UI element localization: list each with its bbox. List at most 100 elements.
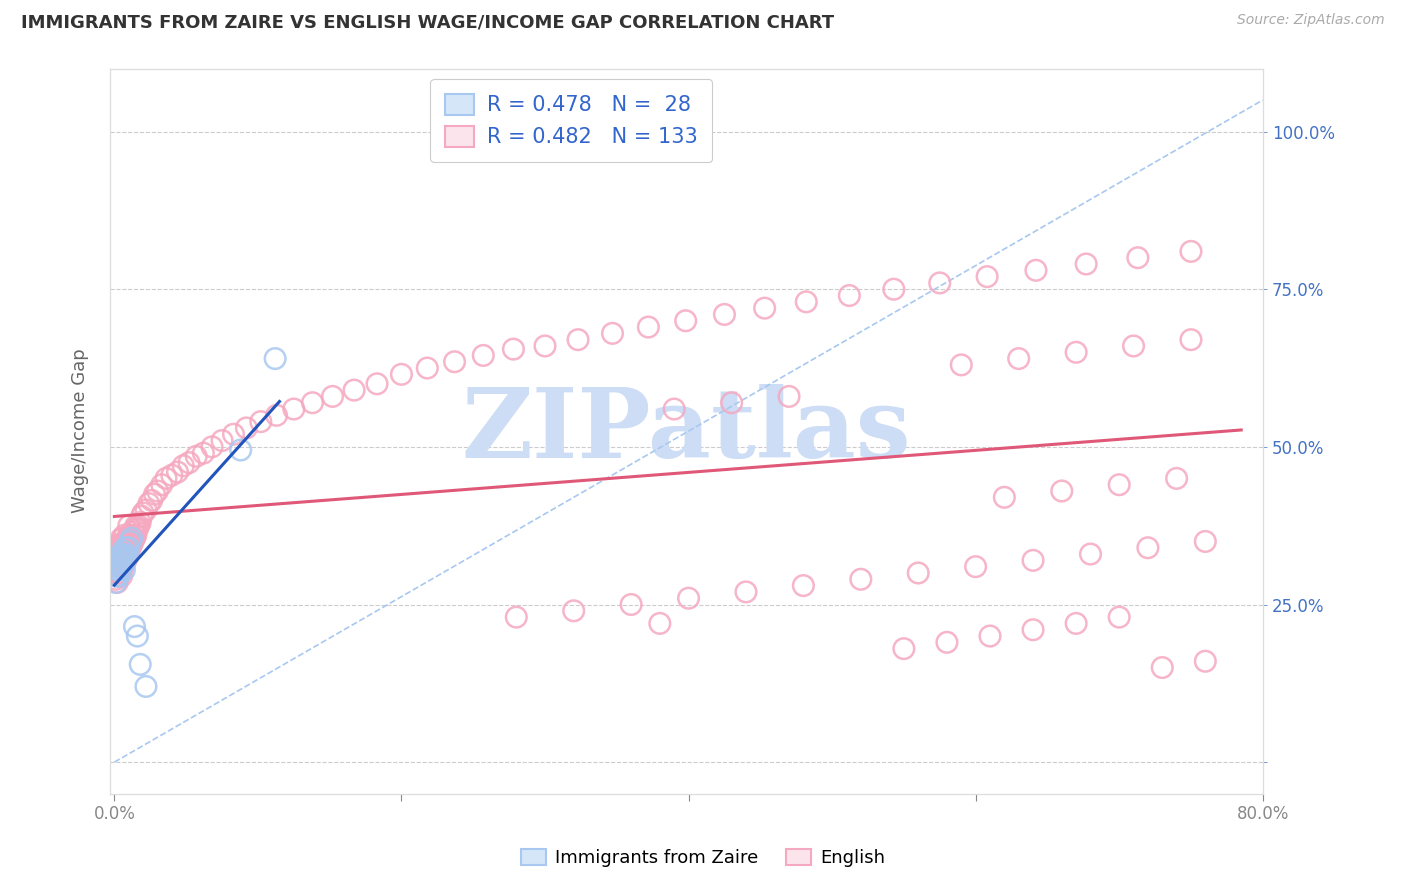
Point (735, 585, 758, 599)
Point (229, 443, 252, 458)
Point (1180, 333, 1202, 347)
Point (110, 541, 132, 555)
Point (115, 534, 138, 549)
Point (222, 427, 245, 442)
Point (118, 538, 141, 552)
Point (129, 516, 152, 530)
Point (111, 550, 134, 565)
Point (264, 351, 287, 366)
Point (118, 541, 141, 555)
Point (125, 528, 148, 542)
Point (1080, 547, 1102, 561)
Point (150, 477, 173, 491)
Point (472, 348, 495, 362)
Point (1064, 616, 1087, 631)
Point (678, 591, 700, 606)
Point (108, 566, 131, 580)
Point (120, 541, 142, 555)
Point (792, 578, 814, 592)
Point (143, 487, 166, 501)
Point (124, 531, 146, 545)
Point (108, 553, 131, 567)
Point (120, 531, 142, 545)
Point (1022, 623, 1045, 637)
Point (562, 604, 585, 618)
Point (620, 598, 643, 612)
Point (1050, 483, 1073, 498)
Point (117, 531, 139, 545)
Point (166, 465, 188, 479)
Point (105, 557, 128, 571)
Point (110, 531, 132, 545)
Point (1076, 257, 1098, 271)
Point (1108, 477, 1130, 491)
Point (648, 616, 671, 631)
Point (124, 619, 146, 633)
Point (416, 361, 439, 376)
Point (391, 368, 413, 382)
Point (131, 509, 153, 524)
Point (1126, 251, 1149, 265)
Point (567, 333, 589, 347)
Point (107, 559, 129, 574)
Point (211, 434, 233, 448)
Point (121, 531, 143, 545)
Point (115, 553, 138, 567)
Point (505, 610, 527, 624)
Point (118, 528, 141, 542)
Point (249, 415, 271, 429)
Point (754, 301, 776, 315)
Point (141, 493, 163, 508)
Point (121, 528, 143, 542)
Point (965, 559, 987, 574)
Point (146, 483, 169, 498)
Point (993, 491, 1015, 505)
Point (111, 557, 134, 571)
Text: IMMIGRANTS FROM ZAIRE VS ENGLISH WAGE/INCOME GAP CORRELATION CHART: IMMIGRANTS FROM ZAIRE VS ENGLISH WAGE/IN… (21, 13, 834, 31)
Point (266, 409, 288, 423)
Point (127, 522, 149, 536)
Point (193, 446, 215, 460)
Point (115, 544, 138, 558)
Point (950, 358, 973, 372)
Point (366, 376, 388, 391)
Point (107, 553, 129, 567)
Point (108, 557, 131, 571)
Point (1008, 351, 1031, 366)
Point (135, 503, 157, 517)
Point (127, 629, 149, 643)
Point (138, 497, 160, 511)
Point (1180, 244, 1202, 259)
Point (883, 282, 905, 296)
Point (112, 553, 135, 567)
Point (117, 549, 139, 563)
Point (112, 557, 135, 571)
Point (105, 557, 128, 571)
Point (602, 326, 624, 341)
Legend: R = 0.478   N =  28, R = 0.482   N = 133: R = 0.478 N = 28, R = 0.482 N = 133 (430, 78, 711, 162)
Point (115, 550, 138, 565)
Point (675, 314, 697, 328)
Point (104, 563, 127, 577)
Point (118, 518, 141, 533)
Point (111, 531, 134, 545)
Point (1194, 534, 1216, 549)
Point (107, 553, 129, 567)
Point (107, 544, 129, 558)
Point (107, 569, 129, 583)
Point (201, 440, 224, 454)
Point (1194, 654, 1216, 668)
Point (1122, 339, 1144, 353)
Point (720, 395, 742, 409)
Point (111, 559, 134, 574)
Point (893, 641, 915, 656)
Point (135, 680, 157, 694)
Point (1108, 610, 1130, 624)
Point (120, 534, 142, 549)
Legend: Immigrants from Zaire, English: Immigrants from Zaire, English (513, 841, 893, 874)
Point (107, 538, 129, 552)
Point (112, 538, 135, 552)
Point (1166, 471, 1188, 485)
Point (104, 569, 127, 583)
Point (343, 383, 366, 397)
